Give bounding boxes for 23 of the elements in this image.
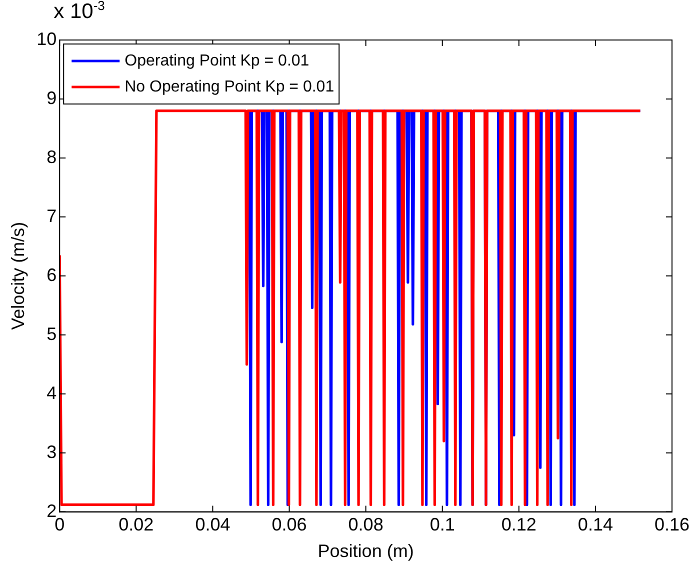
y-tick-label: 7 [46, 206, 57, 226]
y-tick-label: 5 [46, 324, 57, 344]
legend-label: No Operating Point Kp = 0.01 [124, 78, 334, 96]
x-tick-label: 0.04 [195, 514, 230, 535]
x-tick-label: 0.06 [272, 514, 307, 535]
y-tick-label: 3 [46, 442, 57, 462]
y-tick-label: 2 [46, 500, 57, 521]
x-tick-label: 0 [54, 514, 65, 535]
x-tick-label: 0.08 [348, 514, 384, 535]
y-tick-label: 6 [46, 264, 57, 285]
y-tick-label: 8 [46, 146, 57, 167]
x-tick-label: 0.14 [578, 514, 613, 535]
x-tick-label: 0.12 [501, 514, 536, 535]
x-axis-title: Position (m) [318, 541, 414, 562]
x-tick-label: 0.02 [118, 514, 154, 535]
y-tick-label: 4 [46, 382, 57, 403]
text: x 10$^{-3}$ [54, 0, 105, 24]
x-tick-label: 0.1 [430, 514, 455, 535]
y-axis-title: Velocity (m/s) [8, 222, 28, 330]
legend-label: Operating Point Kp = 0.01 [124, 52, 310, 70]
y-tick-label: 9 [46, 88, 57, 108]
y-tick-label: 10 [36, 28, 57, 49]
x-tick-label: 0.16 [654, 514, 690, 535]
